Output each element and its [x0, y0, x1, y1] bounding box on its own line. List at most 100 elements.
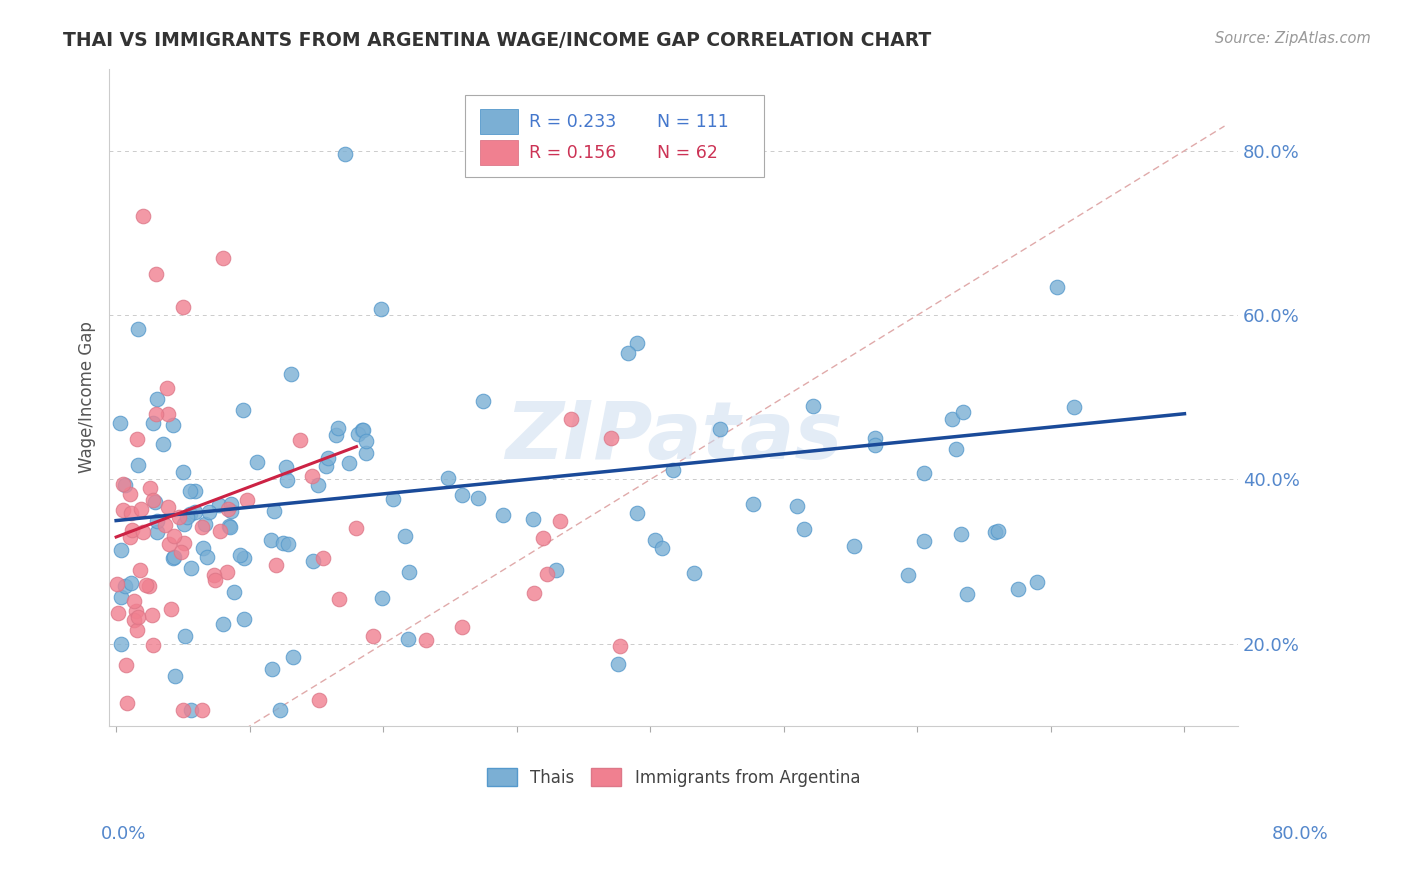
Text: 0.0%: 0.0%: [101, 825, 146, 843]
Point: [897, 567, 920, 582]
Point: [865, 431, 887, 445]
Point: [283, 650, 305, 665]
Point: [531, 531, 554, 545]
Point: [651, 541, 673, 556]
Point: [191, 541, 214, 555]
Point: [260, 533, 283, 547]
Point: [156, 382, 179, 396]
Point: [344, 521, 367, 535]
FancyBboxPatch shape: [479, 139, 517, 165]
Point: [163, 529, 186, 543]
Point: [356, 446, 378, 460]
Point: [301, 554, 323, 568]
Point: [110, 542, 132, 557]
Point: [129, 502, 152, 516]
Point: [337, 456, 360, 470]
Text: N = 111: N = 111: [657, 112, 728, 131]
Point: [1007, 582, 1029, 596]
Point: [108, 416, 131, 430]
Point: [198, 505, 221, 519]
Point: [280, 368, 302, 382]
Point: [157, 537, 180, 551]
Point: [162, 550, 184, 565]
Point: [952, 405, 974, 419]
Point: [107, 606, 129, 620]
Text: R = 0.233: R = 0.233: [529, 112, 616, 131]
Point: [263, 504, 285, 518]
Point: [987, 524, 1010, 538]
Legend: Thais, Immigrants from Argentina: Thais, Immigrants from Argentina: [481, 762, 868, 793]
Point: [114, 477, 136, 491]
Point: [145, 392, 167, 406]
Point: [599, 432, 621, 446]
Point: [326, 421, 349, 435]
Text: 80.0%: 80.0%: [1272, 825, 1329, 843]
Point: [325, 428, 347, 442]
Point: [370, 302, 392, 317]
Point: [127, 610, 149, 624]
Point: [215, 565, 238, 579]
Point: [107, 577, 129, 591]
Point: [112, 477, 135, 491]
Point: [217, 502, 239, 516]
Point: [522, 512, 544, 526]
Point: [277, 537, 299, 551]
Point: [160, 602, 183, 616]
Text: Source: ZipAtlas.com: Source: ZipAtlas.com: [1215, 31, 1371, 46]
Point: [307, 477, 329, 491]
Point: [212, 251, 235, 265]
Point: [786, 500, 808, 514]
Point: [132, 210, 155, 224]
Point: [741, 497, 763, 511]
Point: [221, 497, 243, 511]
Point: [617, 345, 640, 359]
Point: [118, 486, 141, 500]
Point: [110, 637, 132, 651]
Point: [415, 632, 437, 647]
Point: [121, 524, 143, 538]
Point: [172, 703, 194, 717]
Point: [125, 624, 148, 638]
Point: [125, 432, 148, 446]
Point: [492, 508, 515, 523]
Point: [135, 578, 157, 592]
Point: [115, 658, 138, 673]
Point: [984, 524, 1007, 539]
Point: [709, 422, 731, 436]
Point: [644, 533, 666, 548]
Point: [316, 451, 339, 466]
Point: [290, 434, 312, 448]
Point: [793, 522, 815, 536]
Point: [165, 668, 187, 682]
Point: [276, 473, 298, 487]
Point: [544, 563, 567, 577]
Point: [143, 495, 166, 509]
Point: [437, 471, 460, 485]
Point: [219, 504, 242, 518]
Point: [208, 524, 231, 538]
Point: [153, 518, 176, 533]
Point: [312, 551, 335, 566]
Point: [361, 629, 384, 643]
Point: [396, 632, 419, 647]
Point: [110, 590, 132, 604]
Text: N = 62: N = 62: [657, 144, 717, 161]
Point: [145, 407, 167, 421]
Point: [354, 434, 377, 449]
Point: [352, 423, 374, 437]
Point: [180, 703, 202, 717]
Point: [191, 703, 214, 717]
Point: [180, 561, 202, 575]
Point: [956, 587, 979, 601]
Point: [626, 336, 648, 351]
Point: [381, 491, 404, 506]
Point: [156, 407, 179, 421]
Point: [183, 505, 205, 519]
Point: [142, 638, 165, 652]
Point: [232, 551, 254, 566]
Point: [308, 692, 330, 706]
Point: [1046, 279, 1069, 293]
Point: [950, 526, 973, 541]
Point: [162, 418, 184, 433]
Point: [132, 524, 155, 539]
